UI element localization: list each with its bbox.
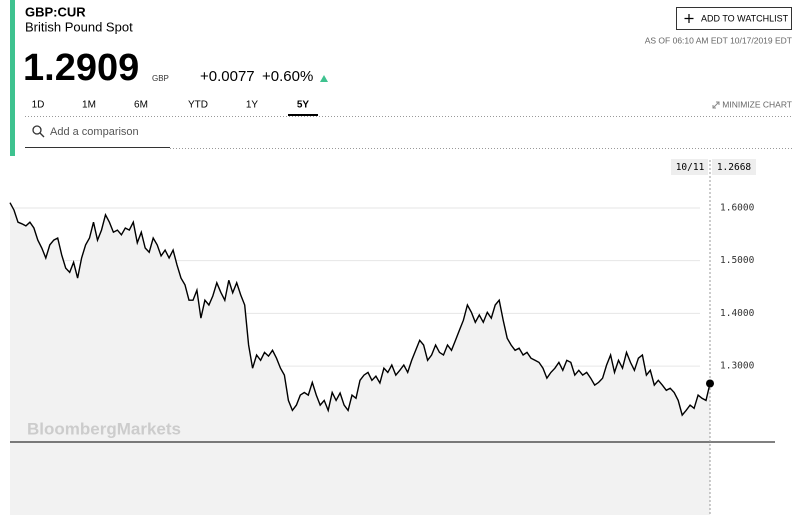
y-tick-label: 1.3000 [720,361,755,372]
tab[interactable]: 1D [32,100,45,111]
tab[interactable]: YTD [188,100,208,111]
as-of: AS OF 06:10 AM EDT 10/17/2019 EDT [645,35,792,45]
search-icon [32,125,42,135]
tab[interactable]: 5Y [297,100,310,111]
accent-bar [10,0,15,156]
instrument-name: British Pound Spot [25,19,133,34]
crosshair-date: 10/11 [676,162,705,173]
tab[interactable]: 6M [134,100,148,111]
y-tick-label: 1.6000 [720,202,755,213]
last-point [706,379,714,388]
plus-icon [684,14,694,23]
change: +0.0077 [200,68,255,85]
ticker: GBP:CUR [25,4,86,19]
price: 1.2909 [23,47,139,89]
tab[interactable]: 1Y [246,100,259,111]
crosshair-value-box [712,159,756,175]
y-tick-label: 1.5000 [720,255,755,266]
up-arrow [320,75,328,82]
tab[interactable]: 1M [82,100,96,111]
area-fill [10,202,710,515]
price-line [9,202,711,417]
watermark: BloombergMarkets [27,419,181,438]
crosshair-value: 1.2668 [717,162,752,173]
search-icon-handle [39,132,45,138]
y-tick-label: 1.4000 [720,308,755,319]
crosshair-date-box [671,159,708,175]
watchlist-label[interactable]: ADD TO WATCHLIST [701,13,789,23]
change-pct: +0.60% [262,68,313,85]
currency: GBP [152,74,169,83]
watchlist-button[interactable] [676,7,792,30]
plot: 1.3000 1.4000 1.5000 1.6000 10/11 1.2668 [9,159,775,515]
minimize-icon[interactable] [712,101,720,109]
search-input[interactable]: Add a comparison [50,126,139,138]
minimize-chart[interactable]: MINIMIZE CHART [722,99,792,109]
tabs: 1D 1M 6M YTD 1Y 5Y [32,100,318,116]
